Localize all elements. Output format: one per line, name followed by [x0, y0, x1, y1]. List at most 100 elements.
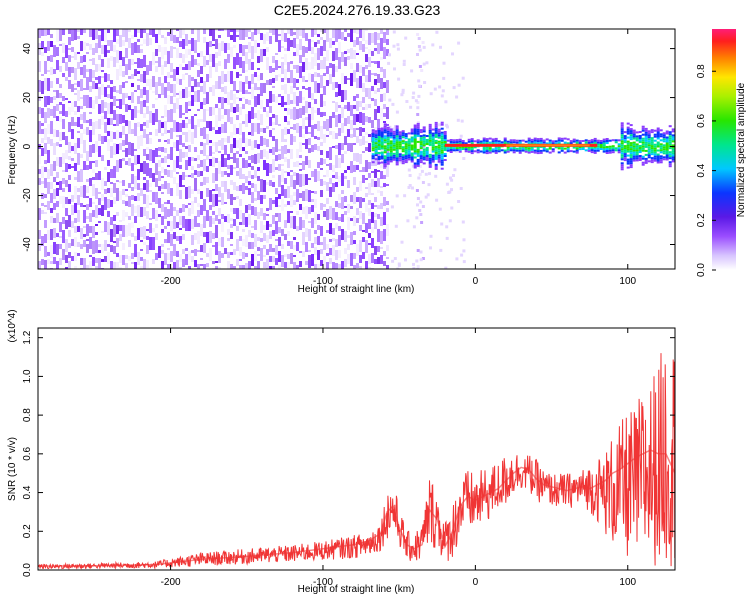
heatmap-cell — [161, 250, 164, 254]
heatmap-cell — [413, 152, 417, 155]
heatmap-cell — [38, 208, 41, 220]
heatmap-cell — [422, 134, 426, 137]
heatmap-cell — [293, 92, 296, 104]
heatmap-cell — [530, 146, 534, 149]
heatmap-cell — [161, 244, 164, 247]
heatmap-cell — [134, 236, 137, 241]
heatmap-cell — [152, 150, 155, 163]
heatmap-cell — [119, 191, 122, 200]
heatmap-cell — [290, 253, 293, 264]
heatmap-cell — [179, 236, 182, 244]
heatmap-cell — [155, 163, 158, 175]
heatmap-cell — [353, 114, 356, 125]
heatmap-cell — [401, 140, 405, 143]
heatmap-cell — [359, 240, 362, 252]
heatmap-cell — [254, 83, 257, 90]
heatmap-cell — [92, 202, 95, 204]
heatmap-cell — [281, 29, 284, 41]
heatmap-cell — [659, 135, 663, 138]
heatmap-cell — [212, 173, 215, 183]
heatmap-cell — [617, 147, 621, 150]
heatmap-cell — [314, 81, 317, 93]
heatmap-cell — [233, 45, 236, 48]
heatmap-cell — [440, 121, 444, 124]
heatmap-cell — [218, 208, 221, 216]
heatmap-cell — [365, 40, 368, 44]
heatmap-cell — [122, 115, 125, 123]
heatmap-cell — [101, 76, 104, 78]
heatmap-cell — [566, 148, 570, 151]
heatmap-cell — [650, 153, 654, 156]
heatmap-cell — [551, 140, 555, 143]
heatmap-cell — [38, 80, 41, 92]
heatmap-cell — [146, 195, 149, 208]
heatmap-cell — [77, 195, 80, 205]
heatmap-cell — [224, 145, 227, 155]
heatmap-cell — [209, 231, 212, 243]
heatmap-cell — [128, 76, 131, 79]
heatmap-cell — [305, 189, 308, 201]
heatmap-cell — [131, 262, 134, 264]
heatmap-cell — [92, 100, 95, 109]
heatmap-cell — [356, 218, 359, 223]
heatmap-cell — [239, 210, 242, 219]
heatmap-cell — [128, 29, 131, 32]
heatmap-cell — [620, 146, 624, 149]
heatmap-cell — [350, 195, 353, 202]
heatmap-cell — [320, 142, 323, 146]
heatmap-cell — [377, 138, 381, 140]
heatmap-cell — [368, 162, 371, 169]
heatmap-cell — [206, 232, 209, 243]
heatmap-cell — [74, 218, 77, 223]
heatmap-cell — [407, 168, 411, 172]
heatmap-cell — [62, 230, 65, 243]
heatmap-cell — [125, 134, 128, 145]
heatmap-cell — [206, 166, 209, 172]
signal-ridge-core — [505, 144, 590, 147]
heatmap-cell — [44, 167, 47, 172]
heatmap-cell — [299, 66, 302, 78]
heatmap-cell — [431, 140, 435, 143]
heatmap-cell — [302, 161, 305, 170]
heatmap-cell — [248, 29, 251, 32]
heatmap-cell — [365, 187, 368, 189]
heatmap-cell — [212, 85, 215, 96]
heatmap-cell — [413, 144, 417, 147]
heatmap-cell — [284, 171, 287, 173]
heatmap-cell — [383, 175, 386, 179]
heatmap-cell — [155, 129, 158, 136]
heatmap-cell — [125, 194, 128, 197]
heatmap-cell — [647, 138, 651, 141]
heatmap-cell — [296, 29, 299, 39]
heatmap-cell — [596, 145, 600, 148]
heatmap-cell — [416, 128, 420, 131]
heatmap-cell — [424, 195, 428, 199]
heatmap-cell — [143, 194, 146, 204]
heatmap-cell — [218, 76, 221, 89]
heatmap-cell — [371, 193, 374, 195]
heatmap-cell — [101, 244, 104, 253]
heatmap-cell — [371, 157, 375, 160]
heatmap-cell — [149, 223, 152, 233]
heatmap-cell — [65, 62, 68, 71]
heatmap-cell — [80, 114, 83, 120]
heatmap-cell — [434, 135, 438, 138]
heatmap-cell — [233, 124, 236, 135]
heatmap-cell — [266, 57, 269, 70]
heatmap-cell — [440, 131, 444, 134]
heatmap-cell — [173, 244, 176, 256]
heatmap-cell — [626, 154, 630, 157]
heatmap-cell — [416, 134, 420, 137]
heatmap-cell — [119, 181, 122, 183]
heatmap-cell — [359, 225, 362, 231]
heatmap-cell — [56, 213, 59, 223]
heatmap-cell — [89, 261, 92, 269]
heatmap-cell — [287, 241, 290, 246]
heatmap-cell — [418, 209, 422, 212]
heatmap-cell — [203, 199, 206, 211]
heatmap-cell — [41, 52, 44, 56]
heatmap-cell — [89, 44, 92, 50]
heatmap-cell — [434, 139, 438, 142]
heatmap-cell — [329, 223, 332, 234]
heatmap-cell — [362, 29, 365, 41]
